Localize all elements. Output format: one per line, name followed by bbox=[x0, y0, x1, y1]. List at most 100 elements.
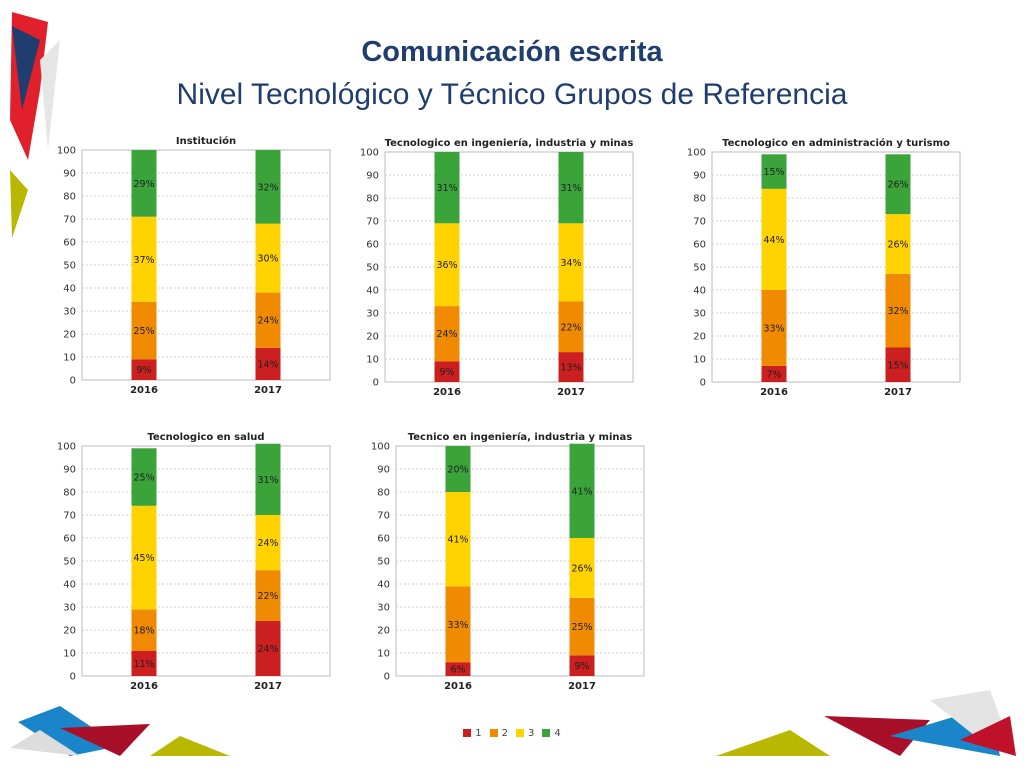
data-label: 44% bbox=[763, 235, 784, 246]
chart-institucion: Institución 0 10 20 30 40 50 60 70 80 90 100 9% 25% 37… bbox=[52, 132, 332, 402]
x-tick-label: 2016 bbox=[444, 681, 472, 692]
legend-item: 1 bbox=[463, 728, 482, 739]
data-label: 9% bbox=[574, 661, 589, 672]
data-label: 41% bbox=[571, 486, 592, 497]
data-label: 34% bbox=[560, 258, 581, 269]
data-label: 24% bbox=[257, 316, 278, 327]
chart-svg: Tecnico en ingeniería, industria y minas… bbox=[371, 431, 645, 692]
bar-segment bbox=[761, 290, 787, 366]
y-tick-label: 30 bbox=[63, 307, 76, 318]
y-tick-label: 100 bbox=[57, 146, 76, 157]
bar-segment bbox=[255, 150, 281, 224]
bar-segment bbox=[885, 154, 911, 215]
bar-segment bbox=[131, 650, 157, 676]
y-tick-label: 0 bbox=[373, 378, 379, 389]
legend-label: 2 bbox=[501, 728, 508, 739]
bar-segment bbox=[255, 292, 281, 348]
legend-swatch bbox=[542, 729, 551, 737]
data-label: 36% bbox=[436, 260, 457, 271]
data-label: 24% bbox=[257, 644, 278, 655]
data-label: 15% bbox=[887, 360, 908, 371]
data-label: 31% bbox=[560, 183, 581, 194]
y-tick-label: 80 bbox=[63, 192, 76, 203]
y-tick-label: 100 bbox=[57, 442, 76, 453]
chart-tecnico-ingenieria: Tecnico en ingeniería, industria y minas… bbox=[366, 428, 646, 698]
slide-subtitle: Nivel Tecnológico y Técnico Grupos de Re… bbox=[176, 78, 848, 111]
x-tick-label: 2016 bbox=[760, 387, 788, 398]
x-tick-label: 2016 bbox=[130, 681, 158, 692]
y-tick-label: 40 bbox=[693, 286, 706, 297]
y-tick-label: 40 bbox=[366, 286, 379, 297]
bar-segment bbox=[569, 443, 595, 538]
y-tick-label: 70 bbox=[63, 511, 76, 522]
y-tick-label: 50 bbox=[693, 263, 706, 274]
bar-segment bbox=[569, 538, 595, 598]
bar-segment bbox=[445, 492, 471, 587]
data-label: 11% bbox=[133, 659, 154, 670]
chart-tecnologico-salud: Tecnologico en salud 0 10 20 30 40 50 60 70 80 90 1… bbox=[52, 428, 332, 698]
y-tick-label: 100 bbox=[687, 148, 706, 159]
legend-label: 3 bbox=[528, 728, 535, 739]
y-tick-label: 0 bbox=[700, 378, 706, 389]
bar-segment bbox=[445, 662, 471, 676]
data-label: 32% bbox=[887, 306, 908, 317]
bar-segment bbox=[558, 301, 584, 353]
y-tick-label: 20 bbox=[366, 332, 379, 343]
data-label: 26% bbox=[887, 180, 908, 191]
y-tick-label: 30 bbox=[63, 603, 76, 614]
bar-segment bbox=[434, 223, 460, 307]
x-tick-label: 2017 bbox=[568, 681, 596, 692]
y-tick-label: 0 bbox=[384, 672, 390, 683]
y-tick-label: 50 bbox=[377, 557, 390, 568]
bar-segment bbox=[761, 154, 787, 189]
y-tick-label: 30 bbox=[366, 309, 379, 320]
chart-title: Tecnologico en salud bbox=[147, 432, 264, 443]
chart-svg: Institución 0 10 20 30 40 50 60 70 80 90 100 9% 25% 37… bbox=[57, 135, 331, 396]
bar-segment bbox=[434, 152, 460, 224]
data-label: 33% bbox=[763, 323, 784, 334]
y-tick-label: 40 bbox=[63, 580, 76, 591]
data-label: 25% bbox=[133, 326, 154, 337]
data-label: 31% bbox=[436, 183, 457, 194]
x-tick-label: 2016 bbox=[130, 385, 158, 396]
y-tick-label: 60 bbox=[366, 240, 379, 251]
y-tick-label: 40 bbox=[377, 580, 390, 591]
bar-segment bbox=[131, 301, 157, 360]
bar-segment bbox=[131, 216, 157, 302]
data-label: 31% bbox=[257, 475, 278, 486]
y-tick-label: 60 bbox=[693, 240, 706, 251]
chart-title: Tecnologico en administración y turismo bbox=[722, 137, 950, 149]
data-label: 30% bbox=[257, 254, 278, 265]
decor-shape-olive-bottom-left bbox=[150, 736, 230, 756]
y-tick-label: 60 bbox=[377, 534, 390, 545]
y-tick-label: 90 bbox=[63, 465, 76, 476]
bar-segment bbox=[255, 443, 281, 515]
x-tick-label: 2017 bbox=[884, 387, 912, 398]
y-tick-label: 70 bbox=[377, 511, 390, 522]
x-tick-label: 2016 bbox=[433, 387, 461, 398]
data-label: 24% bbox=[436, 329, 457, 340]
y-tick-label: 80 bbox=[693, 194, 706, 205]
y-tick-label: 50 bbox=[63, 557, 76, 568]
y-tick-label: 30 bbox=[693, 309, 706, 320]
y-tick-label: 50 bbox=[63, 261, 76, 272]
y-tick-label: 90 bbox=[693, 171, 706, 182]
chart-legend: 1 2 3 4 bbox=[0, 728, 1024, 739]
data-label: 24% bbox=[257, 538, 278, 549]
y-tick-label: 90 bbox=[377, 465, 390, 476]
y-tick-label: 90 bbox=[63, 169, 76, 180]
y-tick-label: 0 bbox=[70, 672, 76, 683]
bar-segment bbox=[761, 188, 787, 290]
data-label: 7% bbox=[766, 369, 781, 380]
bar-segment bbox=[885, 347, 911, 382]
bar-segment bbox=[445, 586, 471, 663]
data-label: 45% bbox=[133, 553, 154, 564]
x-tick-label: 2017 bbox=[254, 681, 282, 692]
data-label: 15% bbox=[763, 167, 784, 178]
x-tick-label: 2017 bbox=[557, 387, 585, 398]
y-tick-label: 80 bbox=[63, 488, 76, 499]
bar-segment bbox=[255, 620, 281, 676]
y-tick-label: 0 bbox=[70, 376, 76, 387]
legend-item: 3 bbox=[516, 728, 534, 739]
bar-segment bbox=[255, 515, 281, 571]
